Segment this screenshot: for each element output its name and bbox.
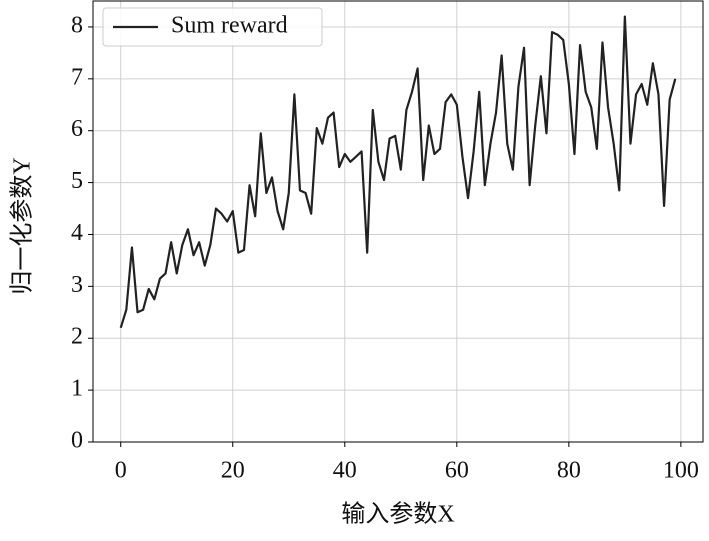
x-tick-label: 60 [445,458,469,484]
y-tick-label: 1 [71,376,83,402]
y-axis-label: 归一化参数Y [9,157,36,294]
y-tick-label: 3 [71,272,83,298]
x-tick-label: 100 [663,458,699,484]
x-tick-label: 80 [557,458,581,484]
x-tick-label: 0 [115,458,127,484]
y-tick-label: 8 [71,12,83,38]
x-axis-label: 输入参数X [341,501,454,528]
y-tick-label: 6 [71,116,83,142]
y-tick-label: 2 [71,324,83,350]
legend-box [102,7,323,47]
legend-label: Sum reward [171,13,288,39]
x-tick-label: 20 [221,458,245,484]
y-tick-label: 5 [71,168,83,194]
y-tick-label: 7 [71,64,83,90]
y-tick-label: 4 [71,220,83,246]
y-tick-label: 0 [71,428,83,454]
x-tick-label: 40 [333,458,357,484]
plot-frame [92,0,704,443]
line-series [119,15,677,329]
